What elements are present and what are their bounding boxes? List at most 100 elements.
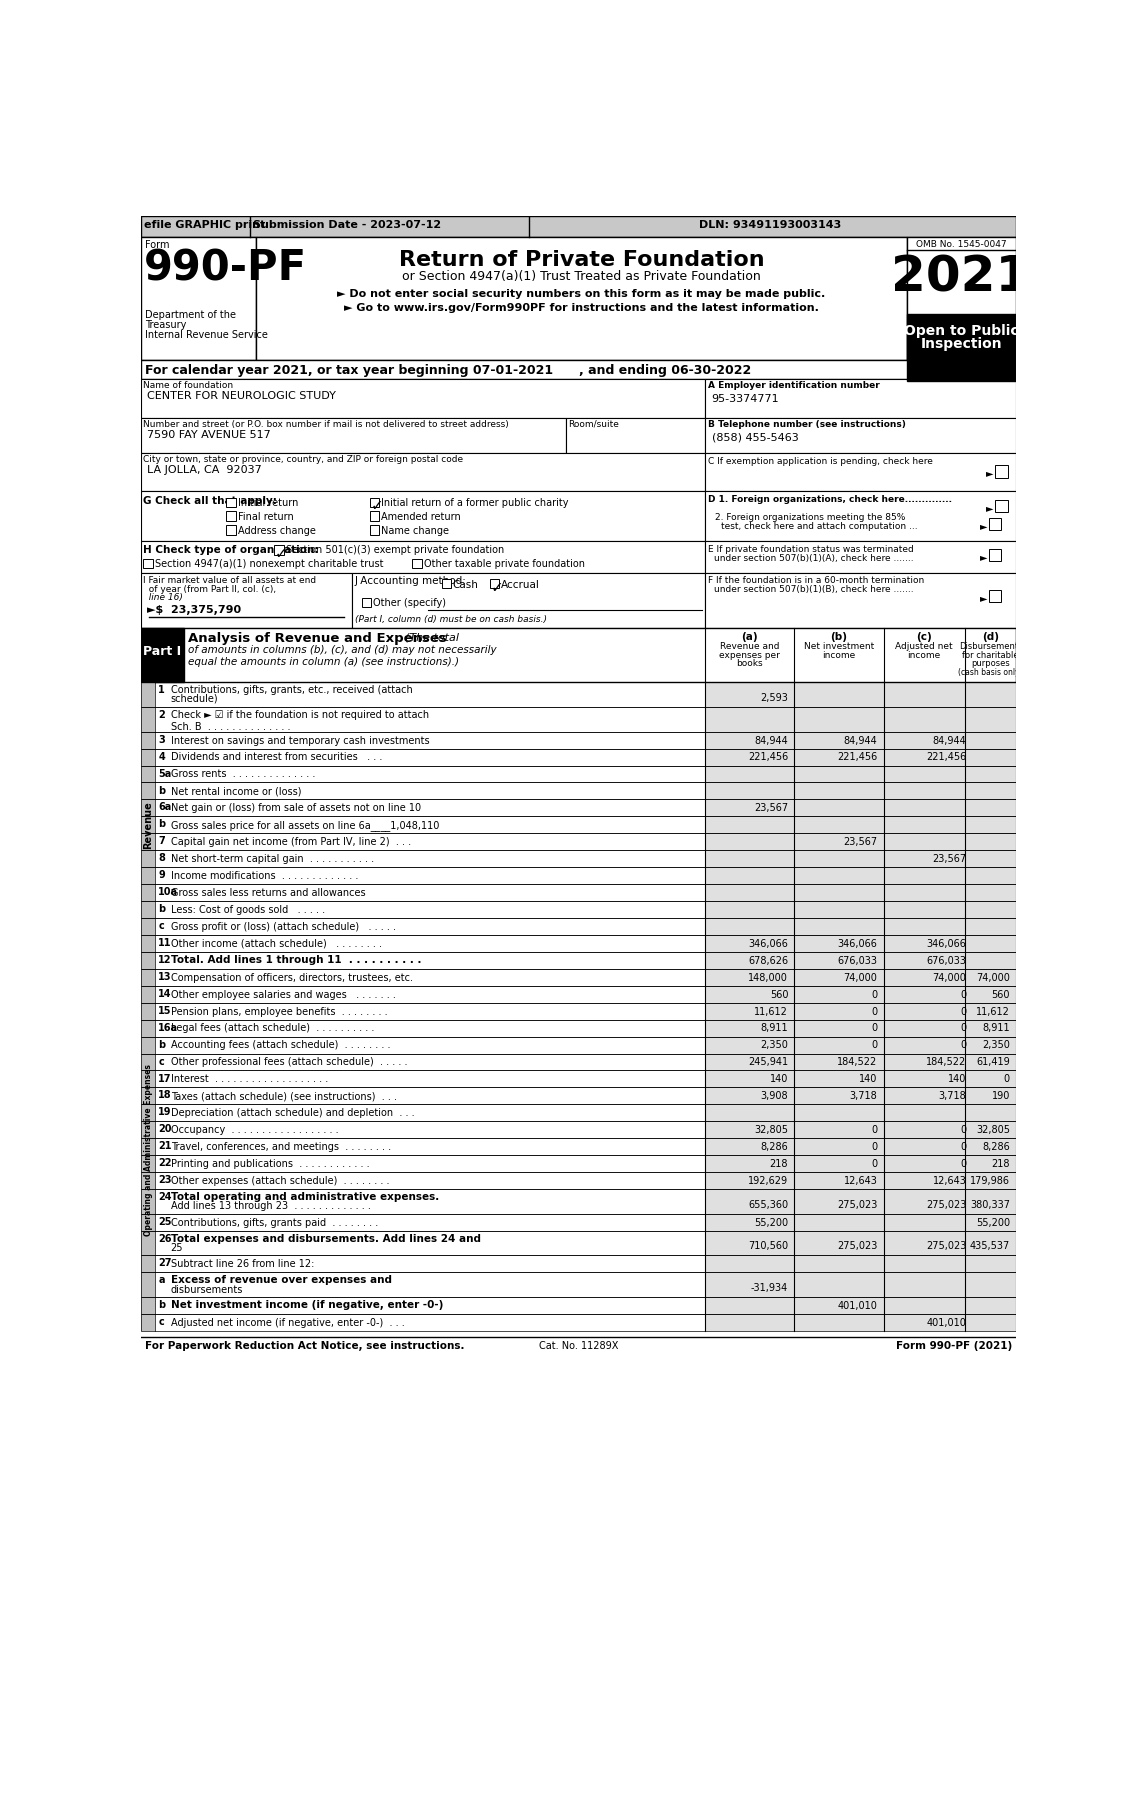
Bar (706, 1214, 795, 1230)
Bar (706, 885, 795, 901)
Text: test, check here and attach computation ...: test, check here and attach computation … (720, 521, 918, 530)
Text: 676,033: 676,033 (838, 957, 877, 966)
Bar (141, 885, 1016, 901)
Bar (884, 885, 973, 901)
Text: 401,010: 401,010 (927, 1318, 966, 1327)
Text: Address change: Address change (238, 527, 316, 536)
Bar (884, 1214, 973, 1230)
Bar (706, 1019, 795, 1037)
Text: G Check all that apply:: G Check all that apply: (143, 496, 278, 505)
Bar (965, 969, 1016, 985)
Text: 8: 8 (158, 854, 165, 863)
Text: Form 990-PF (2021): Form 990-PF (2021) (896, 1341, 1013, 1350)
Text: 0: 0 (961, 1160, 966, 1169)
Text: Capital gain net income (from Part IV, line 2)  . . .: Capital gain net income (from Part IV, l… (170, 838, 411, 847)
Text: (d): (d) (982, 633, 999, 642)
Bar (706, 1296, 795, 1314)
Text: Other professional fees (attach schedule)  . . . . .: Other professional fees (attach schedule… (170, 1057, 408, 1068)
Text: 27: 27 (158, 1259, 172, 1268)
Text: Net short-term capital gain  . . . . . . . . . . .: Net short-term capital gain . . . . . . … (170, 854, 374, 865)
Text: 0: 0 (961, 1126, 966, 1135)
Text: 0: 0 (872, 1142, 877, 1153)
Text: b: b (158, 820, 165, 829)
Bar (995, 466, 1007, 478)
Bar (370, 511, 379, 521)
Bar (795, 732, 884, 748)
Bar (965, 1122, 1016, 1138)
Text: Number and street (or P.O. box number if mail is not delivered to street address: Number and street (or P.O. box number if… (143, 419, 509, 428)
Text: 560: 560 (991, 989, 1010, 1000)
Bar (141, 1172, 1016, 1188)
Bar (441, 579, 452, 588)
Bar (795, 1054, 884, 1070)
Bar (795, 867, 884, 885)
Text: 4: 4 (158, 752, 165, 762)
Bar (965, 782, 1016, 800)
Text: 140: 140 (770, 1075, 788, 1084)
Text: Final return: Final return (238, 512, 294, 521)
Text: b: b (158, 1300, 165, 1311)
Bar (884, 832, 973, 850)
Bar (227, 511, 236, 521)
Text: For Paperwork Reduction Act Notice, see instructions.: For Paperwork Reduction Act Notice, see … (145, 1341, 464, 1350)
Bar (141, 748, 1016, 766)
Bar (965, 885, 1016, 901)
Bar (141, 816, 1016, 832)
Text: disbursements: disbursements (170, 1284, 243, 1295)
Text: Taxes (attach schedule) (see instructions)  . . .: Taxes (attach schedule) (see instruction… (170, 1091, 396, 1100)
Text: 55,200: 55,200 (975, 1217, 1010, 1228)
Bar (706, 850, 795, 867)
Text: Gross profit or (loss) (attach schedule)   . . . . .: Gross profit or (loss) (attach schedule)… (170, 922, 395, 931)
Bar (706, 985, 795, 1003)
Bar (795, 1172, 884, 1188)
Text: Part I: Part I (143, 645, 181, 658)
Bar (795, 919, 884, 935)
Bar (795, 707, 884, 732)
Bar (706, 1070, 795, 1088)
Bar (706, 867, 795, 885)
Text: 221,456: 221,456 (926, 752, 966, 762)
Bar (227, 525, 236, 534)
Bar (141, 491, 706, 541)
Text: (cash basis only): (cash basis only) (959, 667, 1023, 676)
Bar (370, 525, 379, 534)
Bar (706, 541, 1016, 574)
Text: 23: 23 (158, 1176, 172, 1185)
Text: 140: 140 (948, 1075, 966, 1084)
Bar (706, 491, 1016, 541)
Bar (884, 1019, 973, 1037)
Text: (b): (b) (830, 633, 847, 642)
Text: (Part I, column (d) must be on cash basis.): (Part I, column (d) must be on cash basi… (355, 615, 548, 624)
Text: 710,560: 710,560 (749, 1241, 788, 1251)
Text: 32,805: 32,805 (754, 1126, 788, 1135)
Bar (965, 867, 1016, 885)
Text: 84,944: 84,944 (843, 735, 877, 746)
Text: 20: 20 (158, 1124, 172, 1135)
Text: 10a: 10a (158, 886, 178, 897)
Bar (965, 683, 1016, 707)
Text: 2,350: 2,350 (982, 1041, 1010, 1050)
Bar (884, 816, 973, 832)
Text: Net investment income (if negative, enter -0-): Net investment income (if negative, ente… (170, 1300, 443, 1311)
Bar (795, 1230, 884, 1255)
Text: b: b (158, 904, 165, 913)
Text: Depreciation (attach schedule) and depletion  . . .: Depreciation (attach schedule) and deple… (170, 1108, 414, 1118)
Text: 12,643: 12,643 (933, 1176, 966, 1187)
Bar (141, 1314, 1016, 1331)
Bar (141, 935, 1016, 951)
Text: D 1. Foreign organizations, check here..............: D 1. Foreign organizations, check here..… (708, 494, 952, 503)
Text: 3,718: 3,718 (850, 1091, 877, 1100)
Bar (706, 832, 795, 850)
Text: 0: 0 (872, 989, 877, 1000)
Text: Dividends and interest from securities   . . .: Dividends and interest from securities .… (170, 752, 382, 762)
Bar (795, 1255, 884, 1273)
Text: Income modifications  . . . . . . . . . . . . .: Income modifications . . . . . . . . . .… (170, 870, 358, 881)
Bar (141, 1088, 1016, 1104)
Text: 192,629: 192,629 (749, 1176, 788, 1187)
Text: b: b (158, 786, 165, 795)
Bar (795, 1138, 884, 1154)
Text: A Employer identification number: A Employer identification number (708, 381, 879, 390)
Bar (141, 732, 1016, 748)
Text: 346,066: 346,066 (838, 939, 877, 949)
Text: ►: ► (980, 593, 987, 602)
